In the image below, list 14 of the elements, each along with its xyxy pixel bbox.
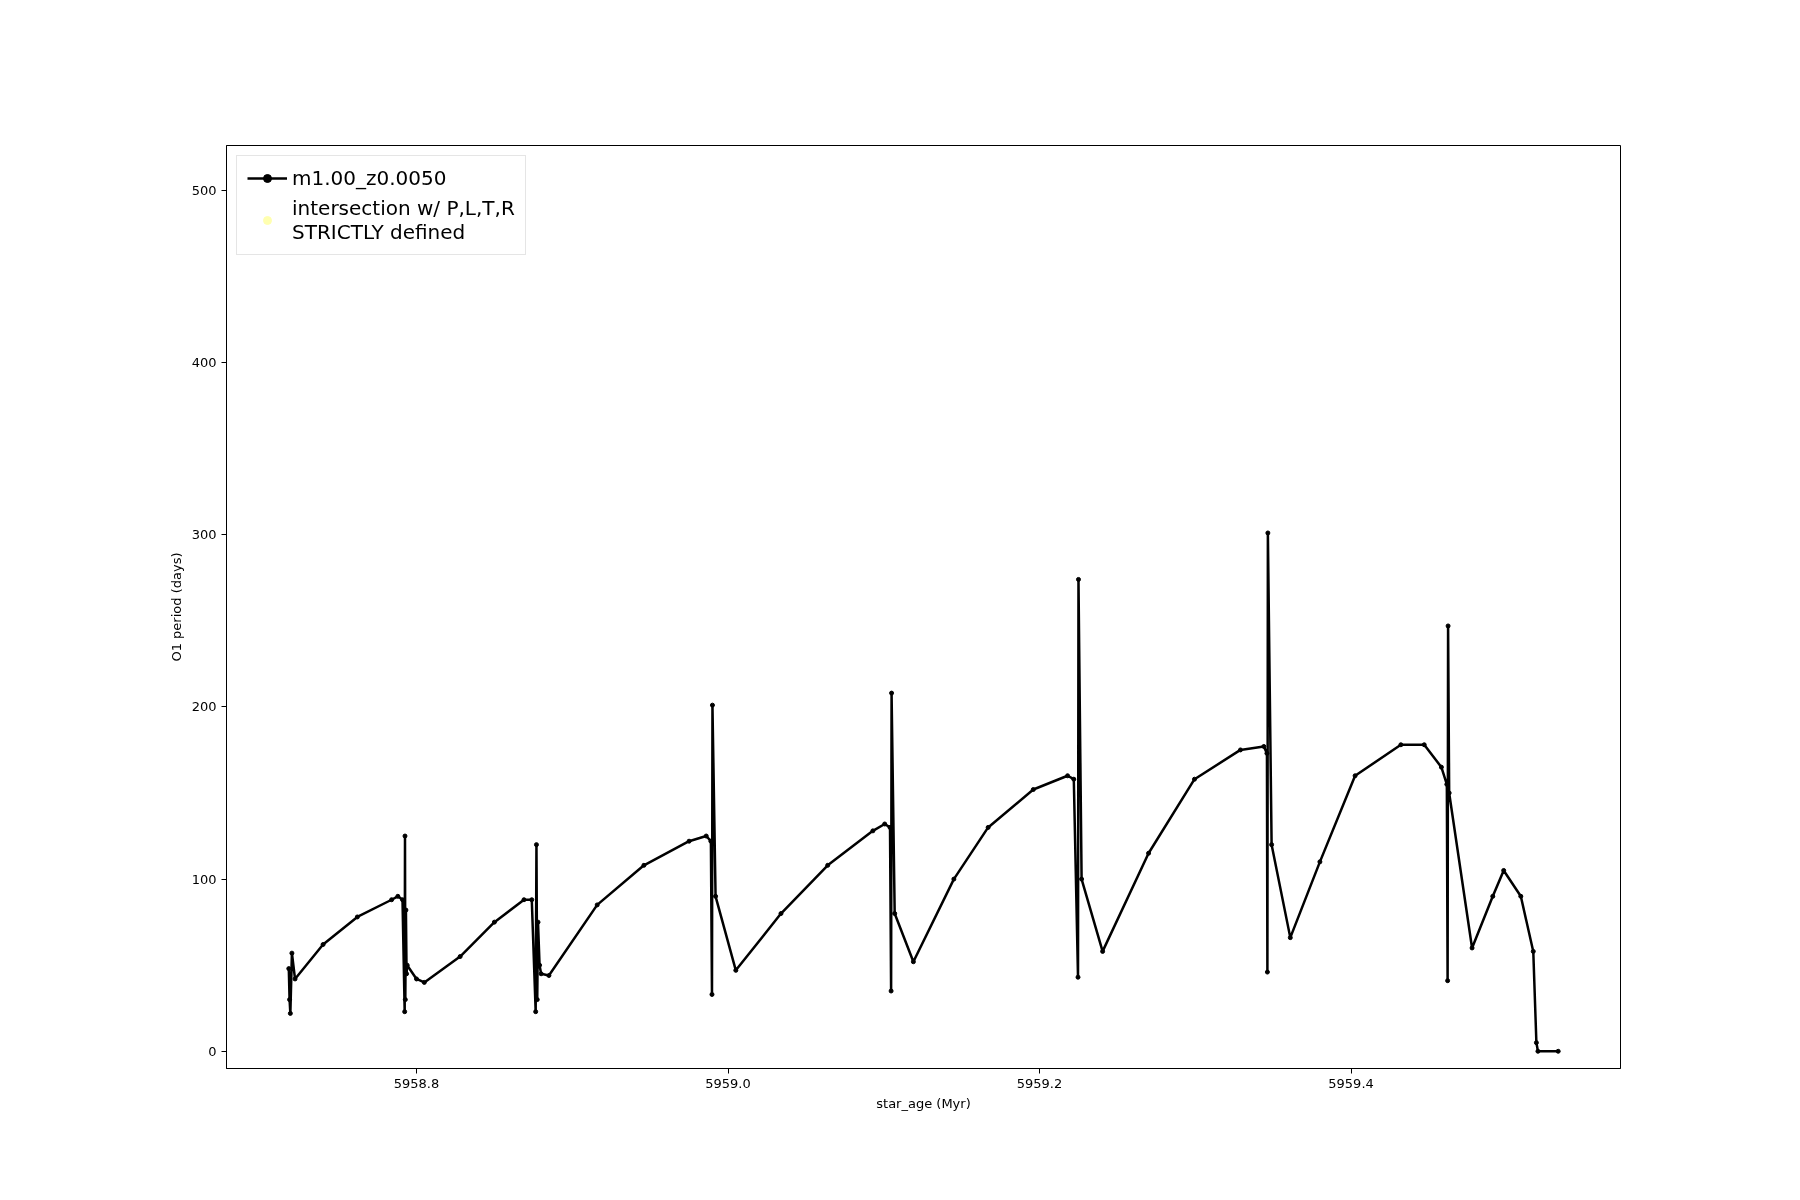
y-tick-label: 0	[208, 1043, 217, 1059]
y-tick-label: 100	[191, 871, 217, 887]
y-tick-label: 500	[191, 182, 217, 198]
y-tick-label: 400	[191, 354, 217, 370]
y-tick-label: 300	[191, 527, 217, 543]
x-tick-label: 5959.0	[705, 1075, 751, 1091]
legend-label: m1.00_z0.0050	[292, 166, 447, 190]
x-tick-label: 5958.8	[393, 1075, 440, 1091]
legend-label: intersection w/ P,L,T,R STRICTLY defined	[292, 196, 515, 244]
y-axis-title: O1 period (days)	[168, 552, 184, 662]
y-tick-label: 200	[191, 699, 217, 715]
x-axis-title: star_age (Myr)	[876, 1095, 971, 1111]
x-tick-label: 5959.2	[1016, 1075, 1063, 1091]
x-tick-label: 5959.4	[1328, 1075, 1374, 1091]
